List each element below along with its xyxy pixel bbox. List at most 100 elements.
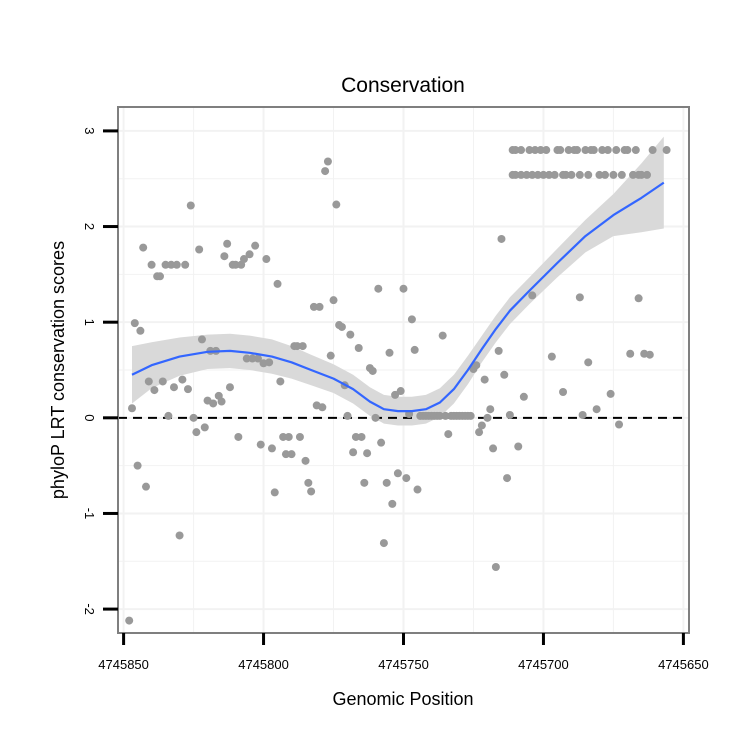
x-tick-label: 4745700: [518, 657, 569, 672]
data-point: [354, 344, 363, 353]
data-point: [438, 331, 447, 340]
data-point: [253, 354, 262, 363]
y-tick-label: 3: [82, 127, 97, 134]
data-point: [648, 146, 657, 155]
data-point: [281, 450, 290, 459]
data-point: [575, 293, 584, 302]
data-point: [256, 440, 265, 449]
data-point: [161, 260, 170, 269]
data-point: [609, 170, 618, 179]
data-point: [301, 456, 310, 465]
data-point: [265, 358, 274, 367]
data-point: [517, 146, 526, 155]
data-point: [525, 146, 534, 155]
data-point: [559, 387, 568, 396]
data-point: [197, 335, 206, 344]
data-point: [519, 392, 528, 401]
data-point: [318, 403, 327, 412]
data-point: [472, 361, 481, 370]
data-point: [323, 157, 332, 166]
data-point: [598, 146, 607, 155]
data-point: [242, 354, 251, 363]
confidence-ribbon: [132, 136, 664, 426]
smooth-fit-layer: [131, 181, 665, 413]
data-point: [413, 485, 422, 494]
data-point: [155, 272, 164, 281]
data-point: [251, 241, 260, 250]
data-point: [475, 428, 484, 437]
data-point: [284, 432, 293, 441]
data-point: [307, 487, 316, 496]
data-point: [573, 146, 582, 155]
data-point: [363, 449, 372, 458]
data-point: [144, 377, 153, 386]
data-point: [231, 260, 240, 269]
data-point: [561, 170, 570, 179]
data-point: [379, 539, 388, 548]
data-point: [382, 478, 391, 487]
data-point: [172, 260, 181, 269]
data-point: [539, 170, 548, 179]
data-point: [298, 342, 307, 351]
data-point: [536, 146, 545, 155]
data-point: [183, 385, 192, 394]
data-point: [262, 255, 271, 264]
x-tick-label: 4745800: [238, 657, 289, 672]
data-point: [270, 488, 279, 497]
data-point: [626, 349, 635, 358]
data-point: [494, 346, 503, 355]
data-point: [623, 146, 632, 155]
data-point: [217, 397, 226, 406]
data-point: [545, 170, 554, 179]
data-point: [189, 413, 198, 422]
data-point: [141, 482, 150, 491]
data-point: [368, 366, 377, 375]
data-point: [337, 322, 346, 331]
data-point: [547, 352, 556, 361]
data-point: [388, 499, 397, 508]
data-point: [581, 146, 590, 155]
y-tick-label: -2: [82, 603, 97, 615]
data-point: [245, 250, 254, 259]
data-point: [556, 146, 565, 155]
data-point: [615, 420, 624, 429]
data-point: [631, 146, 640, 155]
data-point: [629, 170, 638, 179]
data-point: [178, 375, 187, 384]
data-point: [220, 252, 229, 261]
data-point: [637, 170, 646, 179]
data-point: [567, 170, 576, 179]
data-point: [234, 432, 243, 441]
data-point: [617, 170, 626, 179]
x-tick-label: 4745850: [98, 657, 149, 672]
data-point: [374, 284, 383, 293]
data-point: [167, 260, 176, 269]
data-point: [603, 146, 612, 155]
data-point: [209, 399, 218, 408]
data-point: [343, 411, 352, 420]
y-tick-label: 1: [82, 319, 97, 326]
data-point: [279, 432, 288, 441]
data-point: [169, 383, 178, 392]
data-point: [486, 405, 495, 414]
data-point: [125, 616, 134, 625]
data-point: [276, 377, 285, 386]
data-point: [326, 351, 335, 360]
data-point: [662, 146, 671, 155]
x-axis-title: Genomic Position: [332, 689, 473, 709]
data-point: [248, 354, 257, 363]
data-point: [139, 243, 148, 252]
data-point: [589, 146, 598, 155]
data-point: [349, 448, 358, 457]
data-point: [195, 245, 204, 254]
data-point: [592, 405, 601, 414]
data-point: [293, 342, 302, 351]
data-point: [575, 170, 584, 179]
data-point: [483, 413, 492, 422]
data-point: [441, 411, 450, 420]
data-point: [315, 302, 324, 311]
x-axis: 4745850 4745800 4745750 4745700 4745650: [98, 633, 709, 672]
data-point: [133, 461, 142, 470]
data-point: [223, 239, 232, 248]
data-point: [466, 411, 475, 420]
